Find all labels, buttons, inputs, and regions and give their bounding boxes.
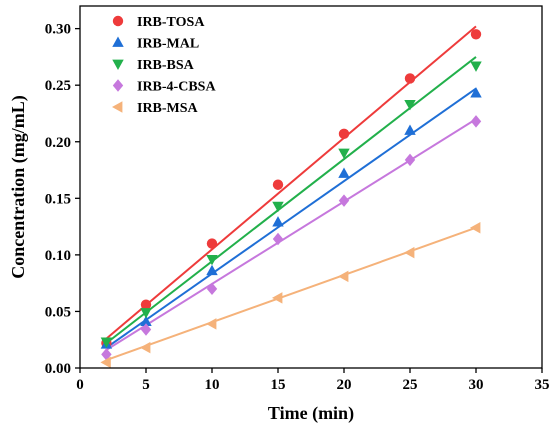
point-irb-bsa <box>140 308 152 319</box>
point-irb-4-cbsa <box>101 348 112 361</box>
point-irb-tosa <box>206 238 218 249</box>
point-irb-msa <box>100 356 111 369</box>
point-irb-4-cbsa <box>338 194 350 207</box>
x-axis: 0 5 10 15 20 25 30 35 <box>76 368 550 393</box>
point-irb-tosa <box>470 29 482 40</box>
point-irb-tosa <box>272 179 284 190</box>
y-tick-label: 0.25 <box>45 78 71 94</box>
plot-frame <box>79 5 543 369</box>
point-irb-4-cbsa <box>272 232 284 246</box>
point-irb-4-cbsa <box>470 115 482 128</box>
point-irb-mal <box>470 87 482 98</box>
legend-marker-irb-mal <box>112 36 124 47</box>
point-irb-bsa <box>272 201 284 213</box>
point-irb-msa <box>470 222 481 234</box>
x-tick-label: 35 <box>535 377 550 393</box>
legend-marker-irb-4-cbsa <box>112 79 124 92</box>
y-tick-label: 0.30 <box>45 22 71 38</box>
fit-lines <box>105 25 477 362</box>
y-axis: 0.00 0.05 0.10 0.15 0.20 0.25 0.30 <box>45 22 80 377</box>
y-tick-label: 0.10 <box>45 248 71 264</box>
point-irb-msa <box>140 341 151 354</box>
y-tick-label: 0.20 <box>45 135 71 151</box>
legend-label-irb-mal: IRB-MAL <box>137 37 199 52</box>
fit-line-irb-4-cbsa <box>105 118 477 351</box>
fit-line-irb-bsa <box>105 56 477 344</box>
legend-marker-irb-msa <box>112 101 123 113</box>
x-tick-label: 0 <box>76 377 84 393</box>
point-irb-msa <box>404 246 415 259</box>
point-irb-msa <box>338 270 349 283</box>
legend-label-irb-4-cbsa: IRB-4-CBSA <box>137 80 216 95</box>
point-irb-bsa <box>470 61 482 72</box>
x-tick-label: 20 <box>337 377 352 393</box>
x-tick-label: 5 <box>142 377 150 393</box>
point-irb-mal <box>206 264 218 276</box>
y-tick-label: 0.15 <box>45 191 71 207</box>
legend: IRB-TOSA IRB-MAL IRB-BSA IRB-4-CBSA IRB-MSA <box>112 15 216 116</box>
point-irb-bsa <box>100 337 113 348</box>
y-tick-label: 0.00 <box>45 361 71 377</box>
point-irb-tosa <box>404 73 416 84</box>
fit-line-irb-mal <box>105 87 477 349</box>
point-irb-mal <box>404 124 416 135</box>
point-irb-msa <box>206 318 217 330</box>
legend-label-irb-msa: IRB-MSA <box>137 101 199 116</box>
y-axis-title: Concentration (mg/mL) <box>8 95 29 278</box>
point-irb-tosa <box>338 128 350 140</box>
legend-marker-irb-tosa <box>112 15 124 27</box>
point-irb-msa <box>272 292 283 304</box>
point-irb-bsa <box>206 254 218 266</box>
x-tick-label: 15 <box>271 377 286 393</box>
legend-label-irb-tosa: IRB-TOSA <box>137 15 205 30</box>
fit-line-irb-msa <box>106 226 477 362</box>
point-irb-mal <box>272 216 284 227</box>
y-tick-label: 0.05 <box>45 304 71 320</box>
point-irb-mal <box>338 167 350 178</box>
x-tick-label: 30 <box>469 377 484 393</box>
fit-line-irb-tosa <box>105 25 477 340</box>
x-tick-label: 10 <box>205 377 220 393</box>
point-irb-mal <box>140 315 152 327</box>
point-irb-bsa <box>404 99 416 111</box>
data-points <box>100 29 482 369</box>
x-axis-title: Time (min) <box>268 403 354 424</box>
x-tick-label: 25 <box>403 377 418 393</box>
legend-label-irb-bsa: IRB-BSA <box>137 58 195 73</box>
point-irb-tosa <box>140 299 152 310</box>
point-irb-4-cbsa <box>206 282 218 296</box>
point-irb-4-cbsa <box>404 153 416 167</box>
legend-marker-irb-bsa <box>112 59 124 70</box>
point-irb-bsa <box>338 148 350 160</box>
point-irb-4-cbsa <box>140 323 152 336</box>
